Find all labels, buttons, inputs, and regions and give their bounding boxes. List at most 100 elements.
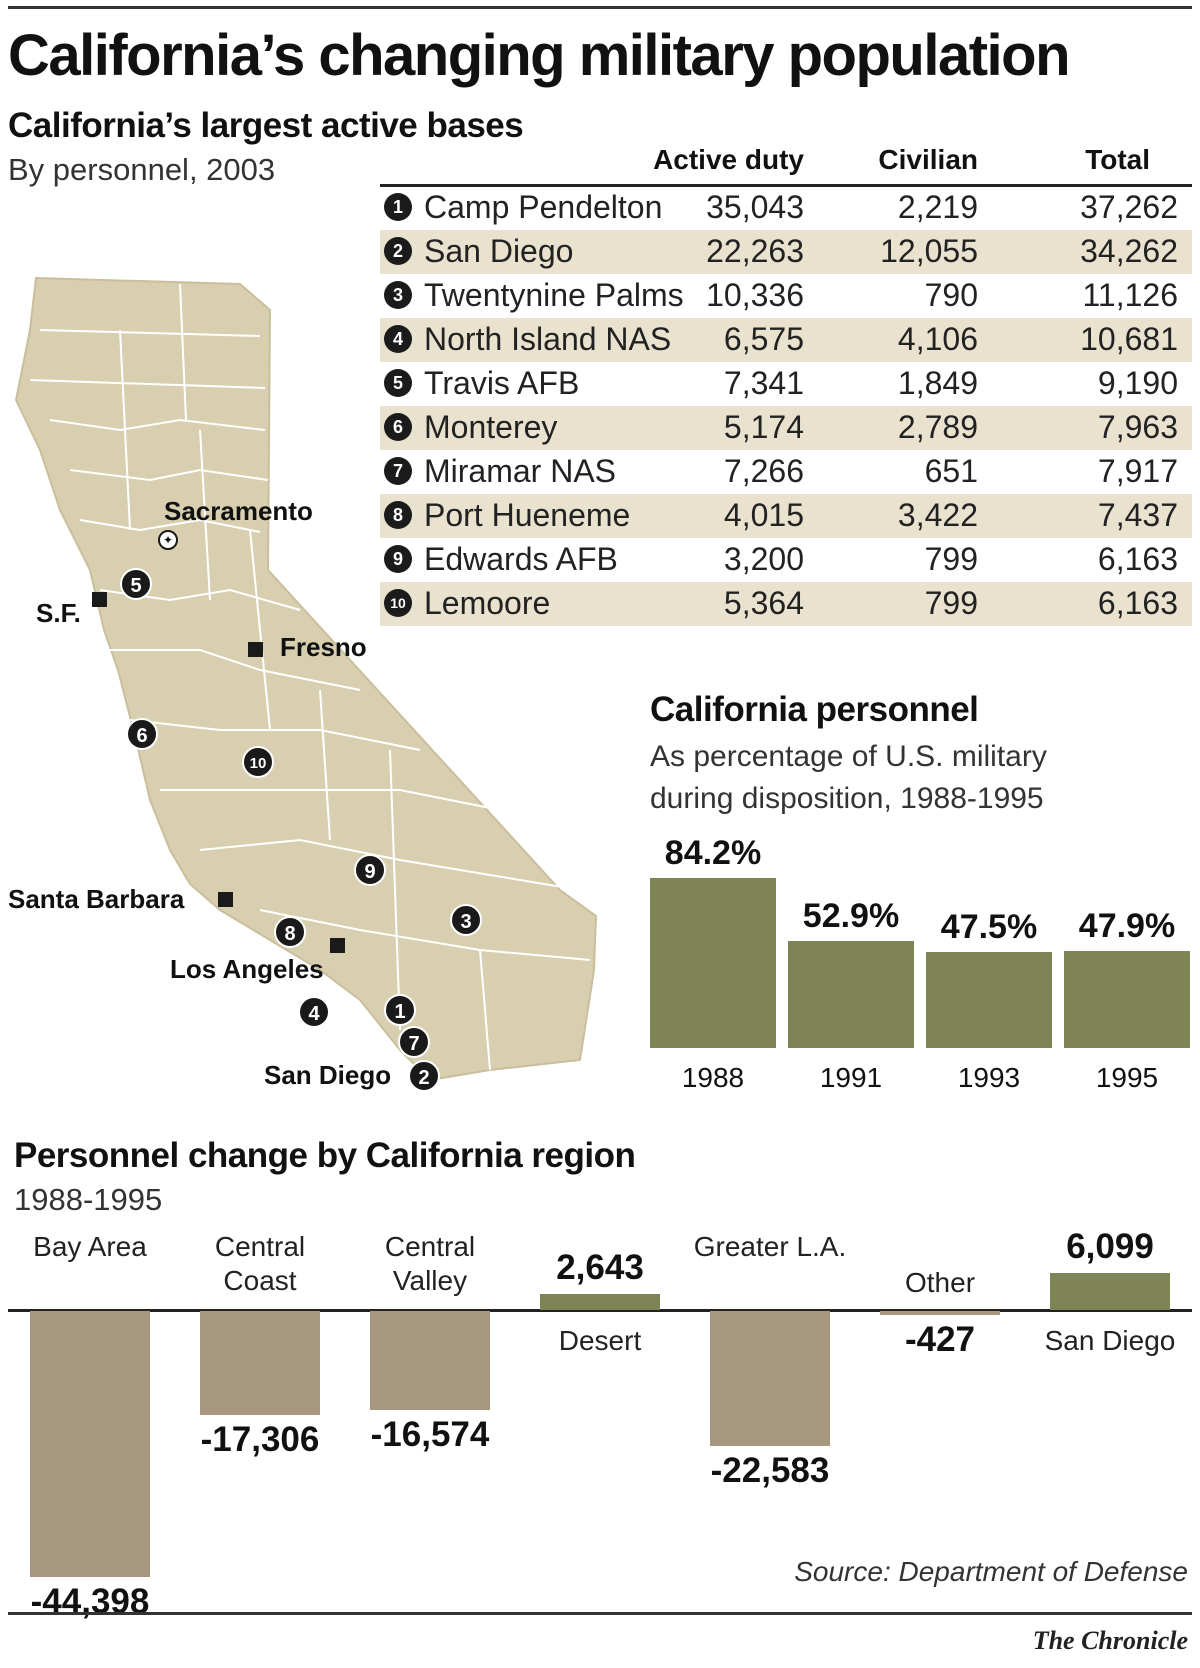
base-name: North Island NAS (424, 321, 672, 357)
table-row: 3 Twentynine Palms 10,336 790 11,126 (380, 274, 1192, 318)
base-1-marker: 1 (384, 994, 416, 1026)
active-duty-value: 22,263 (706, 233, 804, 269)
chart1-bar (1064, 951, 1190, 1048)
active-duty-value: 4,015 (723, 497, 804, 533)
chart2-subtitle: 1988-1995 (14, 1182, 163, 1217)
chart2-bar (710, 1311, 830, 1447)
table-body: 1 Camp Pendelton 35,043 2,219 37,262 2 San Die… (380, 186, 1192, 626)
chart2-value-label: 2,643 (556, 1248, 644, 1288)
rank-badge: 2 (384, 237, 412, 265)
table-header: Active duty Civilian Total (380, 140, 1192, 187)
total-value: 6,163 (1097, 585, 1178, 621)
civilian-value: 4,106 (897, 321, 978, 357)
table-row: 2 San Diego 22,263 12,055 34,262 (380, 230, 1192, 274)
fresno-marker-icon (248, 642, 263, 657)
map-label-santa-barbara: Santa Barbara (8, 884, 185, 914)
chart2-category-label: Greater L.A. (693, 1231, 847, 1262)
chart2-bar (30, 1311, 150, 1577)
rank-badge: 9 (384, 545, 412, 573)
table-row: 4 North Island NAS 6,575 4,106 10,681 (380, 318, 1192, 362)
rank-badge: 5 (384, 369, 412, 397)
base-name: Twentynine Palms (424, 277, 684, 313)
chart1-x-tick: 1995 (1095, 1062, 1159, 1093)
total-value: 9,190 (1097, 365, 1178, 401)
rank-badge: 7 (384, 457, 412, 485)
civilian-value: 3,422 (897, 497, 978, 533)
chart1-x-tick: 1988 (681, 1062, 745, 1093)
chart1-value-label: 47.9% (1078, 907, 1176, 946)
table-row: 1 Camp Pendelton 35,043 2,219 37,262 (380, 186, 1192, 230)
chart2-value-label: -427 (904, 1320, 976, 1359)
table-row: 5 Travis AFB 7,341 1,849 9,190 (380, 362, 1192, 406)
base-name: Edwards AFB (424, 541, 618, 577)
total-value: 11,126 (1082, 277, 1179, 313)
civilian-value: 12,055 (880, 233, 978, 269)
bottom-rule (8, 1612, 1192, 1615)
base-8-marker: 8 (274, 916, 306, 948)
civilian-value: 2,219 (897, 189, 978, 225)
chart1-value-label: 84.2% (664, 834, 762, 872)
chart1-subtitle: As percentage of U.S. military during di… (650, 740, 1047, 815)
chart1-x-tick: 1993 (957, 1062, 1021, 1093)
map-label-los-angeles: Los Angeles (170, 954, 324, 984)
total-value: 34,262 (1080, 233, 1178, 269)
col-total: Total (1085, 144, 1150, 175)
total-value: 7,917 (1097, 453, 1178, 489)
bases-heading: California’s largest active bases (8, 106, 524, 145)
civilian-value: 790 (924, 277, 978, 313)
table-row: 6 Monterey 5,174 2,789 7,963 (380, 406, 1192, 450)
chart2-category-label: Bay Area (33, 1231, 147, 1262)
base-5-marker: 5 (120, 568, 152, 600)
chart2-category-label: San Diego (1044, 1325, 1176, 1356)
base-2-marker: 2 (408, 1060, 440, 1092)
top-rule (8, 6, 1192, 9)
chart1-bar (650, 878, 776, 1048)
rank-badge: 10 (384, 589, 412, 617)
chart2-category-label: Central Valley (384, 1231, 476, 1296)
map-label-fresno: Fresno (280, 632, 367, 662)
active-duty-value: 5,174 (723, 409, 804, 445)
col-civilian: Civilian (878, 144, 978, 175)
chart1-title: California personnel (650, 690, 979, 729)
map-label-sacramento: Sacramento (164, 496, 313, 526)
table-row: 7 Miramar NAS 7,266 651 7,917 (380, 450, 1192, 494)
chart2-value-label: -16,574 (370, 1415, 490, 1455)
chart2-category-label: Central Coast (214, 1231, 306, 1296)
total-value: 7,437 (1097, 497, 1178, 533)
total-value: 37,262 (1080, 189, 1178, 225)
base-name: Travis AFB (424, 365, 580, 401)
chart1-bar (788, 941, 914, 1048)
chart2-bar (880, 1311, 1000, 1315)
page-title: California’s changing military populatio… (8, 23, 1071, 88)
sf-marker-icon (92, 592, 107, 607)
civilian-value: 1,849 (897, 365, 978, 401)
chart1-value-label: 47.5% (940, 908, 1038, 947)
credit: The Chronicle (1032, 1626, 1188, 1655)
chart2-value-label: 6,099 (1066, 1227, 1154, 1267)
active-duty-value: 3,200 (723, 541, 804, 577)
base-name: San Diego (424, 233, 574, 269)
santa-barbara-marker-icon (218, 892, 233, 907)
chart2-title: Personnel change by California region (14, 1136, 636, 1175)
chart2-bar (1050, 1273, 1170, 1310)
rank-badge: 1 (384, 193, 412, 221)
total-value: 7,963 (1097, 409, 1178, 445)
county-lines (29, 283, 591, 1071)
table-header-rule (380, 184, 1192, 187)
total-value: 10,681 (1080, 321, 1178, 357)
chart2-bar (200, 1311, 320, 1415)
active-duty-value: 10,336 (706, 277, 804, 313)
col-active-duty: Active duty (653, 144, 804, 175)
rank-badge: 8 (384, 501, 412, 529)
active-duty-value: 35,043 (706, 189, 804, 225)
california-map: ✦ Sacramento S.F. Fresno Santa Barbara L… (0, 270, 650, 1110)
chart2-category-label: Desert (558, 1325, 642, 1356)
chart2-value-label: -44,398 (30, 1582, 150, 1621)
map-label-san-diego: San Diego (264, 1060, 392, 1090)
chart2-category-label: Other (904, 1267, 976, 1298)
active-duty-value: 7,266 (723, 453, 804, 489)
active-duty-value: 5,364 (723, 585, 804, 621)
map-label-sf: S.F. (36, 598, 81, 628)
civilian-value: 799 (924, 585, 978, 621)
chart2-bar (370, 1311, 490, 1411)
